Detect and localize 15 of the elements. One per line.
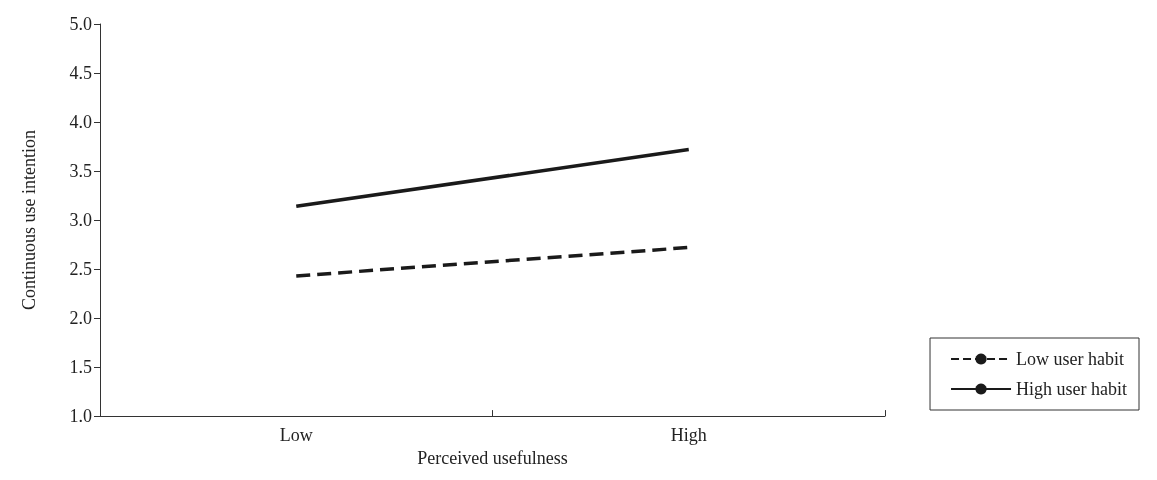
y-tick-label: 2.5 bbox=[69, 259, 92, 280]
legend-label: High user habit bbox=[1016, 379, 1127, 399]
y-tick-label: 4.0 bbox=[69, 112, 92, 133]
y-tick-label: 2.0 bbox=[69, 308, 92, 329]
y-tick-label: 4.5 bbox=[69, 63, 92, 84]
legend-label: Low user habit bbox=[1016, 349, 1124, 369]
y-tick-label: 3.5 bbox=[69, 161, 92, 182]
y-tick-label: 3.0 bbox=[69, 210, 92, 231]
y-tick-label: 1.0 bbox=[69, 406, 92, 427]
y-tick-label: 5.0 bbox=[69, 14, 92, 34]
y-tick-label: 1.5 bbox=[69, 357, 92, 378]
x-tick-label: Low bbox=[279, 425, 313, 446]
x-tick-label: High bbox=[670, 425, 707, 446]
x-axis-title: Perceived usefulness bbox=[417, 448, 568, 468]
y-axis-title: Continuous use intention bbox=[19, 130, 39, 311]
